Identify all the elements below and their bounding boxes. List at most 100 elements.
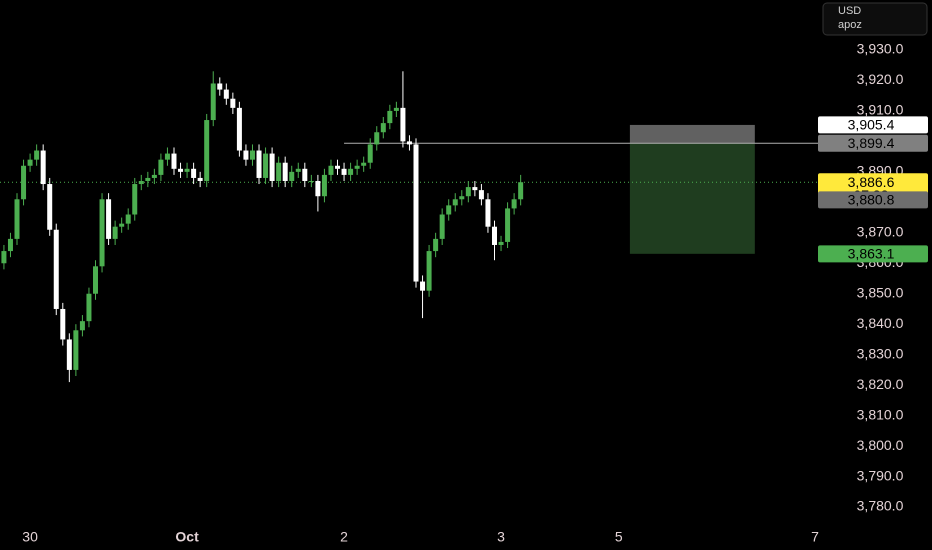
candle-body <box>276 162 282 181</box>
candle-body <box>79 321 85 331</box>
price-label: 3,905.4 <box>848 117 895 133</box>
candle-body <box>14 199 20 239</box>
candle-body <box>184 168 190 172</box>
candle-body <box>452 199 458 206</box>
candle-body <box>400 107 406 142</box>
candle-body <box>66 339 72 370</box>
candle-body <box>145 177 151 181</box>
candle-body <box>361 162 367 166</box>
candle-body <box>465 187 471 197</box>
price-label-box <box>818 134 928 152</box>
candle-body <box>446 205 452 215</box>
candle-body <box>505 208 511 242</box>
candle-body <box>439 214 445 239</box>
candle-body <box>40 150 46 185</box>
candle-body <box>92 266 98 294</box>
y-tick-label: 3,850.0 <box>857 284 904 300</box>
candle-body <box>459 196 465 200</box>
candle-body <box>518 182 524 200</box>
candle-body <box>348 168 354 175</box>
candle-body <box>1 251 7 264</box>
candle-body <box>151 174 157 178</box>
currency-box[interactable] <box>822 2 928 36</box>
candle-body <box>289 171 295 181</box>
candle-body <box>393 107 399 111</box>
y-tick-label: 3,780.0 <box>857 498 904 514</box>
candle-body <box>178 168 184 172</box>
candle-body <box>86 293 92 322</box>
x-tick-label: 7 <box>811 529 819 545</box>
candle-body <box>60 308 66 340</box>
candle-body <box>263 153 269 178</box>
unit: apoz <box>838 19 862 31</box>
price-label: 3,886.6 <box>848 174 895 190</box>
candle-body <box>478 190 484 200</box>
candle-body <box>491 226 497 245</box>
candle-body <box>315 180 321 197</box>
candle-body <box>335 165 341 169</box>
candle-body <box>485 199 491 227</box>
x-tick-label: 3 <box>497 529 505 545</box>
candle-body <box>511 199 517 209</box>
price-label-box <box>818 116 928 134</box>
candle-body <box>243 150 249 160</box>
price-label-box <box>818 191 928 209</box>
x-tick-label: 5 <box>615 529 623 545</box>
candle-body <box>106 199 112 239</box>
candle-body <box>426 251 432 291</box>
candle-body <box>138 180 144 185</box>
y-tick-label: 3,820.0 <box>857 376 904 392</box>
y-tick-label: 3,910.0 <box>857 102 904 118</box>
candle-body <box>413 144 419 282</box>
candle-body <box>387 110 393 124</box>
candle-body <box>99 199 105 267</box>
y-tick-label: 3,800.0 <box>857 437 904 453</box>
y-tick-label: 3,840.0 <box>857 315 904 331</box>
candle-body <box>197 177 203 181</box>
price-label: 3,863.1 <box>848 246 895 262</box>
price-label: 3,880.8 <box>848 192 895 208</box>
candle-body <box>249 150 255 160</box>
candle-body <box>47 184 53 230</box>
candle-body <box>420 281 426 291</box>
candle-body <box>321 174 327 197</box>
y-tick-label: 3,870.0 <box>857 223 904 239</box>
candle-body <box>73 330 79 370</box>
candle-body <box>374 132 380 145</box>
candle-body <box>406 141 412 145</box>
y-tick-label: 3,790.0 <box>857 467 904 483</box>
candle-body <box>328 165 334 175</box>
x-tick-label: Oct <box>175 529 199 545</box>
y-tick-label: 3,920.0 <box>857 71 904 87</box>
candle-body <box>269 153 275 181</box>
stop-zone <box>629 124 755 144</box>
candle-body <box>171 153 177 169</box>
candle-body <box>125 214 131 224</box>
y-tick-label: 3,930.0 <box>857 41 904 57</box>
candle-body <box>433 238 439 252</box>
candle-body <box>210 83 216 121</box>
candle-body <box>27 159 33 166</box>
candle-body <box>230 98 236 108</box>
candle-body <box>217 83 223 90</box>
candle-body <box>53 229 59 309</box>
candle-body <box>7 238 13 252</box>
candle-body <box>164 153 170 160</box>
candle-body <box>302 168 308 181</box>
candle-body <box>191 168 197 178</box>
candle-body <box>354 165 360 169</box>
candle-body <box>34 150 40 160</box>
currency: USD <box>838 5 861 17</box>
candle-body <box>282 162 288 181</box>
price-label-box <box>818 245 928 263</box>
candle-body <box>380 123 386 133</box>
candle-body <box>295 168 301 172</box>
candle-body <box>223 89 229 99</box>
candle-body <box>204 120 210 181</box>
candle-body <box>119 223 125 227</box>
y-tick-label: 3,810.0 <box>857 406 904 422</box>
target-zone <box>629 143 755 254</box>
price-label: 3,899.4 <box>848 135 895 151</box>
